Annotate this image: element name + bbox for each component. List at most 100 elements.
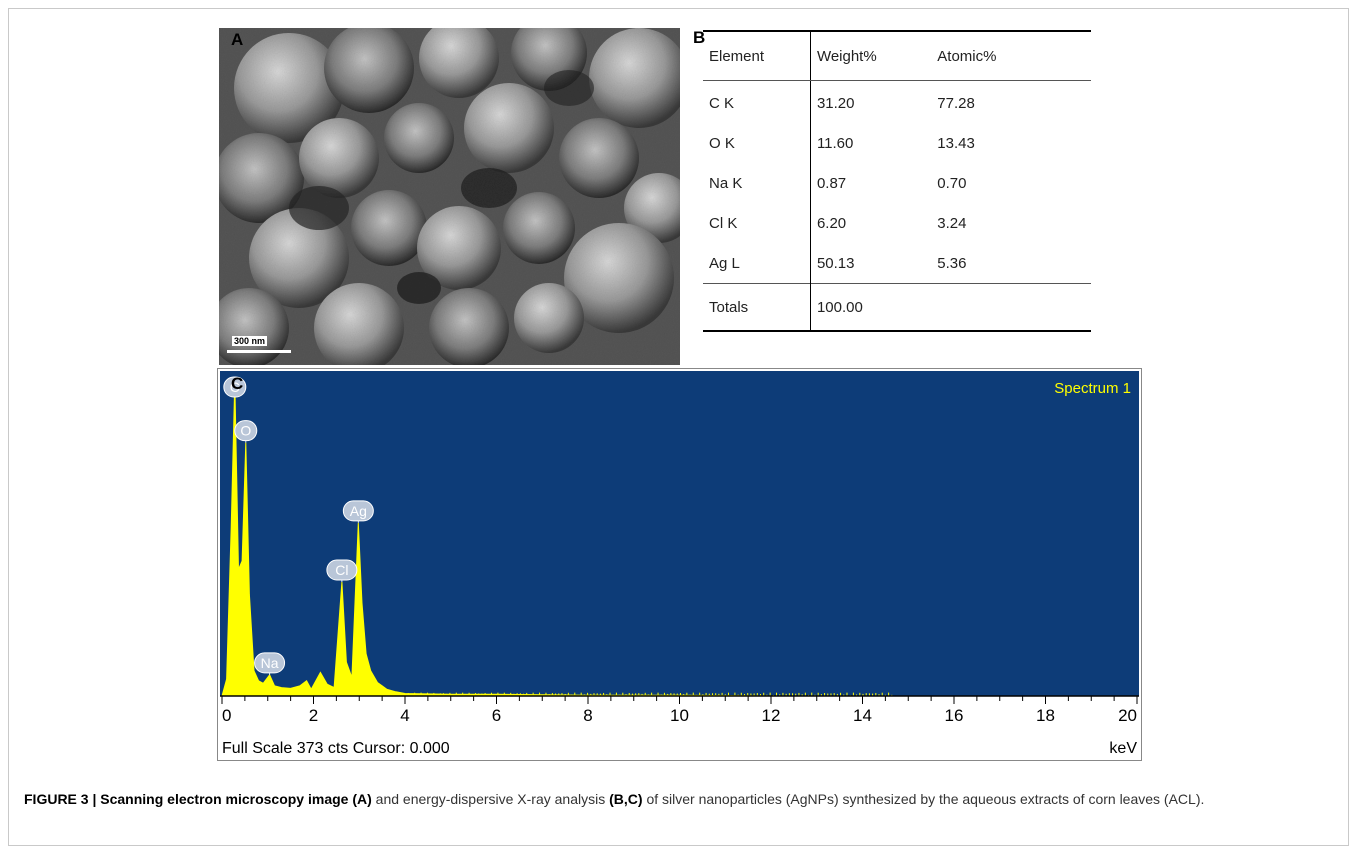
baseline-noise: [740, 692, 742, 696]
baseline-noise: [503, 692, 505, 696]
baseline-noise: [526, 692, 528, 696]
spectrum-svg: 0 2 4 6 8 10 12 14 16 18 20 C O Na Cl Ag Spectrum 1 Full …: [220, 371, 1139, 757]
peak-label-badge: [326, 559, 358, 581]
baseline-noise: [670, 693, 672, 696]
header-atomic: Atomic%: [931, 30, 1091, 81]
baseline-noise: [631, 693, 633, 696]
caption-text-2: of silver nanoparticles (AgNPs) synthesi…: [642, 791, 1205, 807]
baseline-noise: [407, 692, 409, 696]
baseline-noise: [811, 692, 813, 696]
baseline-noise: [756, 693, 758, 696]
baseline-noise: [833, 693, 835, 696]
baseline-noise: [795, 693, 797, 696]
baseline-noise: [436, 693, 438, 696]
x-tick-label: 18: [1036, 706, 1055, 725]
baseline-noise: [539, 692, 541, 696]
spectrum-footer-unit: keV: [1109, 740, 1137, 757]
baseline-noise: [881, 692, 883, 696]
baseline-noise: [647, 694, 649, 696]
peak-label-c: C: [230, 379, 240, 395]
x-tick-label: 2: [309, 706, 318, 725]
baseline-noise: [558, 693, 560, 696]
baseline-noise: [785, 693, 787, 696]
baseline-noise: [420, 692, 422, 696]
row-weight: 6.20: [809, 203, 932, 243]
baseline-noise: [699, 692, 701, 696]
baseline-noise: [872, 693, 874, 696]
baseline-noise: [679, 692, 681, 696]
baseline-noise: [641, 693, 643, 696]
baseline-noise: [481, 693, 483, 696]
baseline-noise: [426, 692, 428, 696]
baseline-noise: [625, 694, 627, 696]
figure-caption: FIGURE 3 | Scanning electron microscopy …: [24, 788, 1324, 810]
table-row: C K 31.20 77.28: [703, 80, 1091, 123]
baseline-noise: [583, 694, 585, 696]
baseline-noise: [609, 692, 611, 696]
totals-atomic: [931, 283, 1091, 332]
baseline-noise: [686, 692, 688, 696]
figure-frame: [8, 8, 1349, 846]
baseline-noise: [638, 693, 640, 696]
baseline-noise: [846, 692, 848, 696]
baseline-noise: [385, 692, 387, 696]
peak-label-cl: Cl: [335, 562, 348, 578]
baseline-noise: [663, 692, 665, 696]
peak-label-badge: [223, 376, 247, 398]
baseline-noise: [769, 692, 771, 696]
x-tick-label: 0: [222, 706, 231, 725]
baseline-noise: [859, 692, 861, 696]
baseline-noise: [468, 692, 470, 696]
row-element: Cl K: [709, 214, 738, 232]
peak-label-o: O: [240, 423, 251, 439]
x-tick-label: 10: [670, 706, 689, 725]
baseline-noise: [599, 693, 601, 696]
baseline-noise: [676, 693, 678, 696]
baseline-noise: [529, 694, 531, 696]
baseline-noise: [430, 694, 432, 696]
baseline-noise: [404, 693, 406, 696]
baseline-noise: [852, 692, 854, 696]
edx-spectrum-chart: 0 2 4 6 8 10 12 14 16 18 20 C O Na Cl Ag Spectrum 1 Full …: [217, 368, 1142, 761]
baseline-noise: [779, 694, 781, 696]
baseline-noise: [455, 692, 457, 696]
baseline-noise: [394, 693, 396, 696]
row-element: O K: [709, 134, 735, 152]
baseline-noise: [753, 693, 755, 696]
caption-text-1: and energy-dispersive X-ray analysis: [371, 791, 610, 807]
row-element: Ag L: [709, 254, 740, 272]
row-atomic: 3.24: [937, 214, 967, 232]
baseline-noise: [462, 692, 464, 696]
x-tick-label: 12: [762, 706, 781, 725]
baseline-noise: [452, 694, 454, 696]
baseline-noise: [747, 693, 749, 696]
baseline-noise: [776, 692, 778, 696]
baseline-noise: [868, 693, 870, 696]
baseline-noise: [606, 694, 608, 696]
edx-table: Element Weight% Atomic% C K 31.20 77.28 …: [703, 30, 1091, 332]
baseline-noise: [792, 693, 794, 696]
baseline-noise: [683, 694, 685, 696]
baseline-noise: [724, 694, 726, 696]
baseline-noise: [856, 694, 858, 696]
baseline-noise: [593, 693, 595, 696]
baseline-noise: [711, 693, 713, 696]
baseline-noise: [801, 694, 803, 696]
baseline-noise: [651, 692, 653, 696]
baseline-noise: [561, 693, 563, 696]
baseline-noise: [744, 694, 746, 696]
spectrum-footer-scale: Full Scale 373 cts Cursor: 0.000: [222, 740, 450, 757]
peak-label-ag: Ag: [350, 503, 367, 519]
baseline-noise: [817, 692, 819, 696]
baseline-noise: [788, 693, 790, 696]
baseline-noise: [830, 693, 832, 696]
panel-label-a: A: [231, 30, 244, 49]
panel-label-c: C: [231, 374, 244, 393]
baseline-noise: [702, 694, 704, 696]
row-atomic: 13.43: [937, 134, 975, 152]
baseline-noise: [410, 694, 412, 696]
table-row: Ag L 50.13 5.36: [703, 243, 1091, 284]
baseline-noise: [804, 692, 806, 696]
baseline-noise: [401, 693, 403, 696]
caption-bold-2: (B,C): [609, 791, 643, 807]
